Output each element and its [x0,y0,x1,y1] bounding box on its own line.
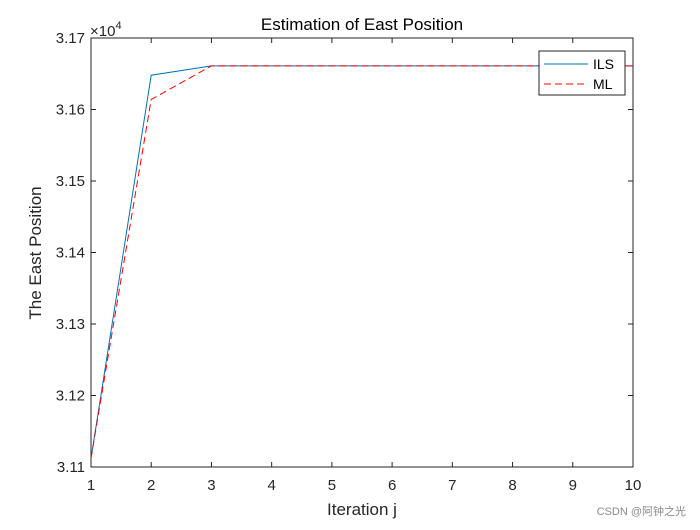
x-tick-label: 7 [448,477,456,494]
y-exponent-base: ×10 [90,23,115,40]
x-tick-label: 1 [87,477,95,494]
x-tick-label: 8 [508,477,516,494]
chart-title: Estimation of East Position [261,15,463,34]
y-axis-title: The East Position [26,186,45,319]
legend-label-ml: ML [593,76,613,92]
y-tick-label: 3.11 [57,459,85,476]
legend-box [538,50,626,96]
y-exponent-power: 4 [115,20,121,32]
x-tick-label: 9 [569,477,577,494]
watermark: CSDN @阿钟之光 [596,506,686,518]
x-tick-label: 5 [328,477,336,494]
x-tick-label: 6 [388,477,396,494]
y-exponent-label: ×104 [90,20,122,40]
plot-frame [90,37,634,468]
x-tick-label: 10 [625,477,642,494]
plot-area: 1 2 3 4 5 6 7 8 9 10 3.11 3.12 3.13 3.14 3.15 3.16 3.17 [56,30,642,494]
x-tick-label: 2 [147,477,155,494]
y-tick-label: 3.14 [56,245,85,262]
x-axis-title: Iteration j [327,500,397,519]
legend: ILS ML [538,50,626,96]
y-tick-label: 3.15 [56,173,85,190]
x-tick-label: 3 [207,477,215,494]
y-tick-label: 3.13 [56,316,85,333]
legend-label-ils: ILS [593,56,614,72]
y-tick-label: 3.12 [56,388,85,405]
x-tick-label: 4 [267,477,275,494]
y-tick-label: 3.16 [56,102,85,119]
y-tick-label: 3.17 [56,30,85,47]
